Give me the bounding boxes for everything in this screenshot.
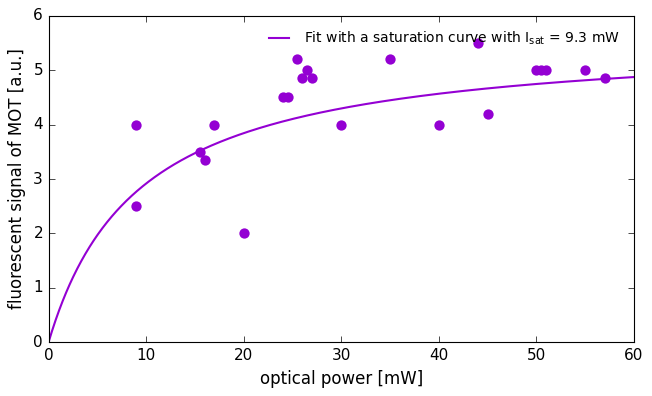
Point [541,67,552,73]
Point [131,203,141,209]
Point [385,56,395,63]
Point [599,75,610,82]
Point [336,122,346,128]
Point [278,94,288,101]
Point [200,157,210,163]
Y-axis label: fluorescent signal of MOT [a.u.]: fluorescent signal of MOT [a.u.] [8,49,26,309]
Point [482,110,493,117]
Point [536,67,546,73]
Point [297,75,308,82]
Point [473,40,483,46]
Point [307,75,318,82]
Point [282,94,293,101]
Legend: Fit with a saturation curve with $\mathregular{I_{sat}}$ = 9.3 mW: Fit with a saturation curve with $\mathr… [258,23,627,54]
Point [292,56,303,63]
Point [531,67,542,73]
X-axis label: optical power [mW]: optical power [mW] [259,370,423,388]
Point [209,122,220,128]
Point [580,67,591,73]
Point [131,122,141,128]
Point [434,122,444,128]
Point [194,148,205,155]
Point [239,230,249,236]
Point [302,67,312,73]
